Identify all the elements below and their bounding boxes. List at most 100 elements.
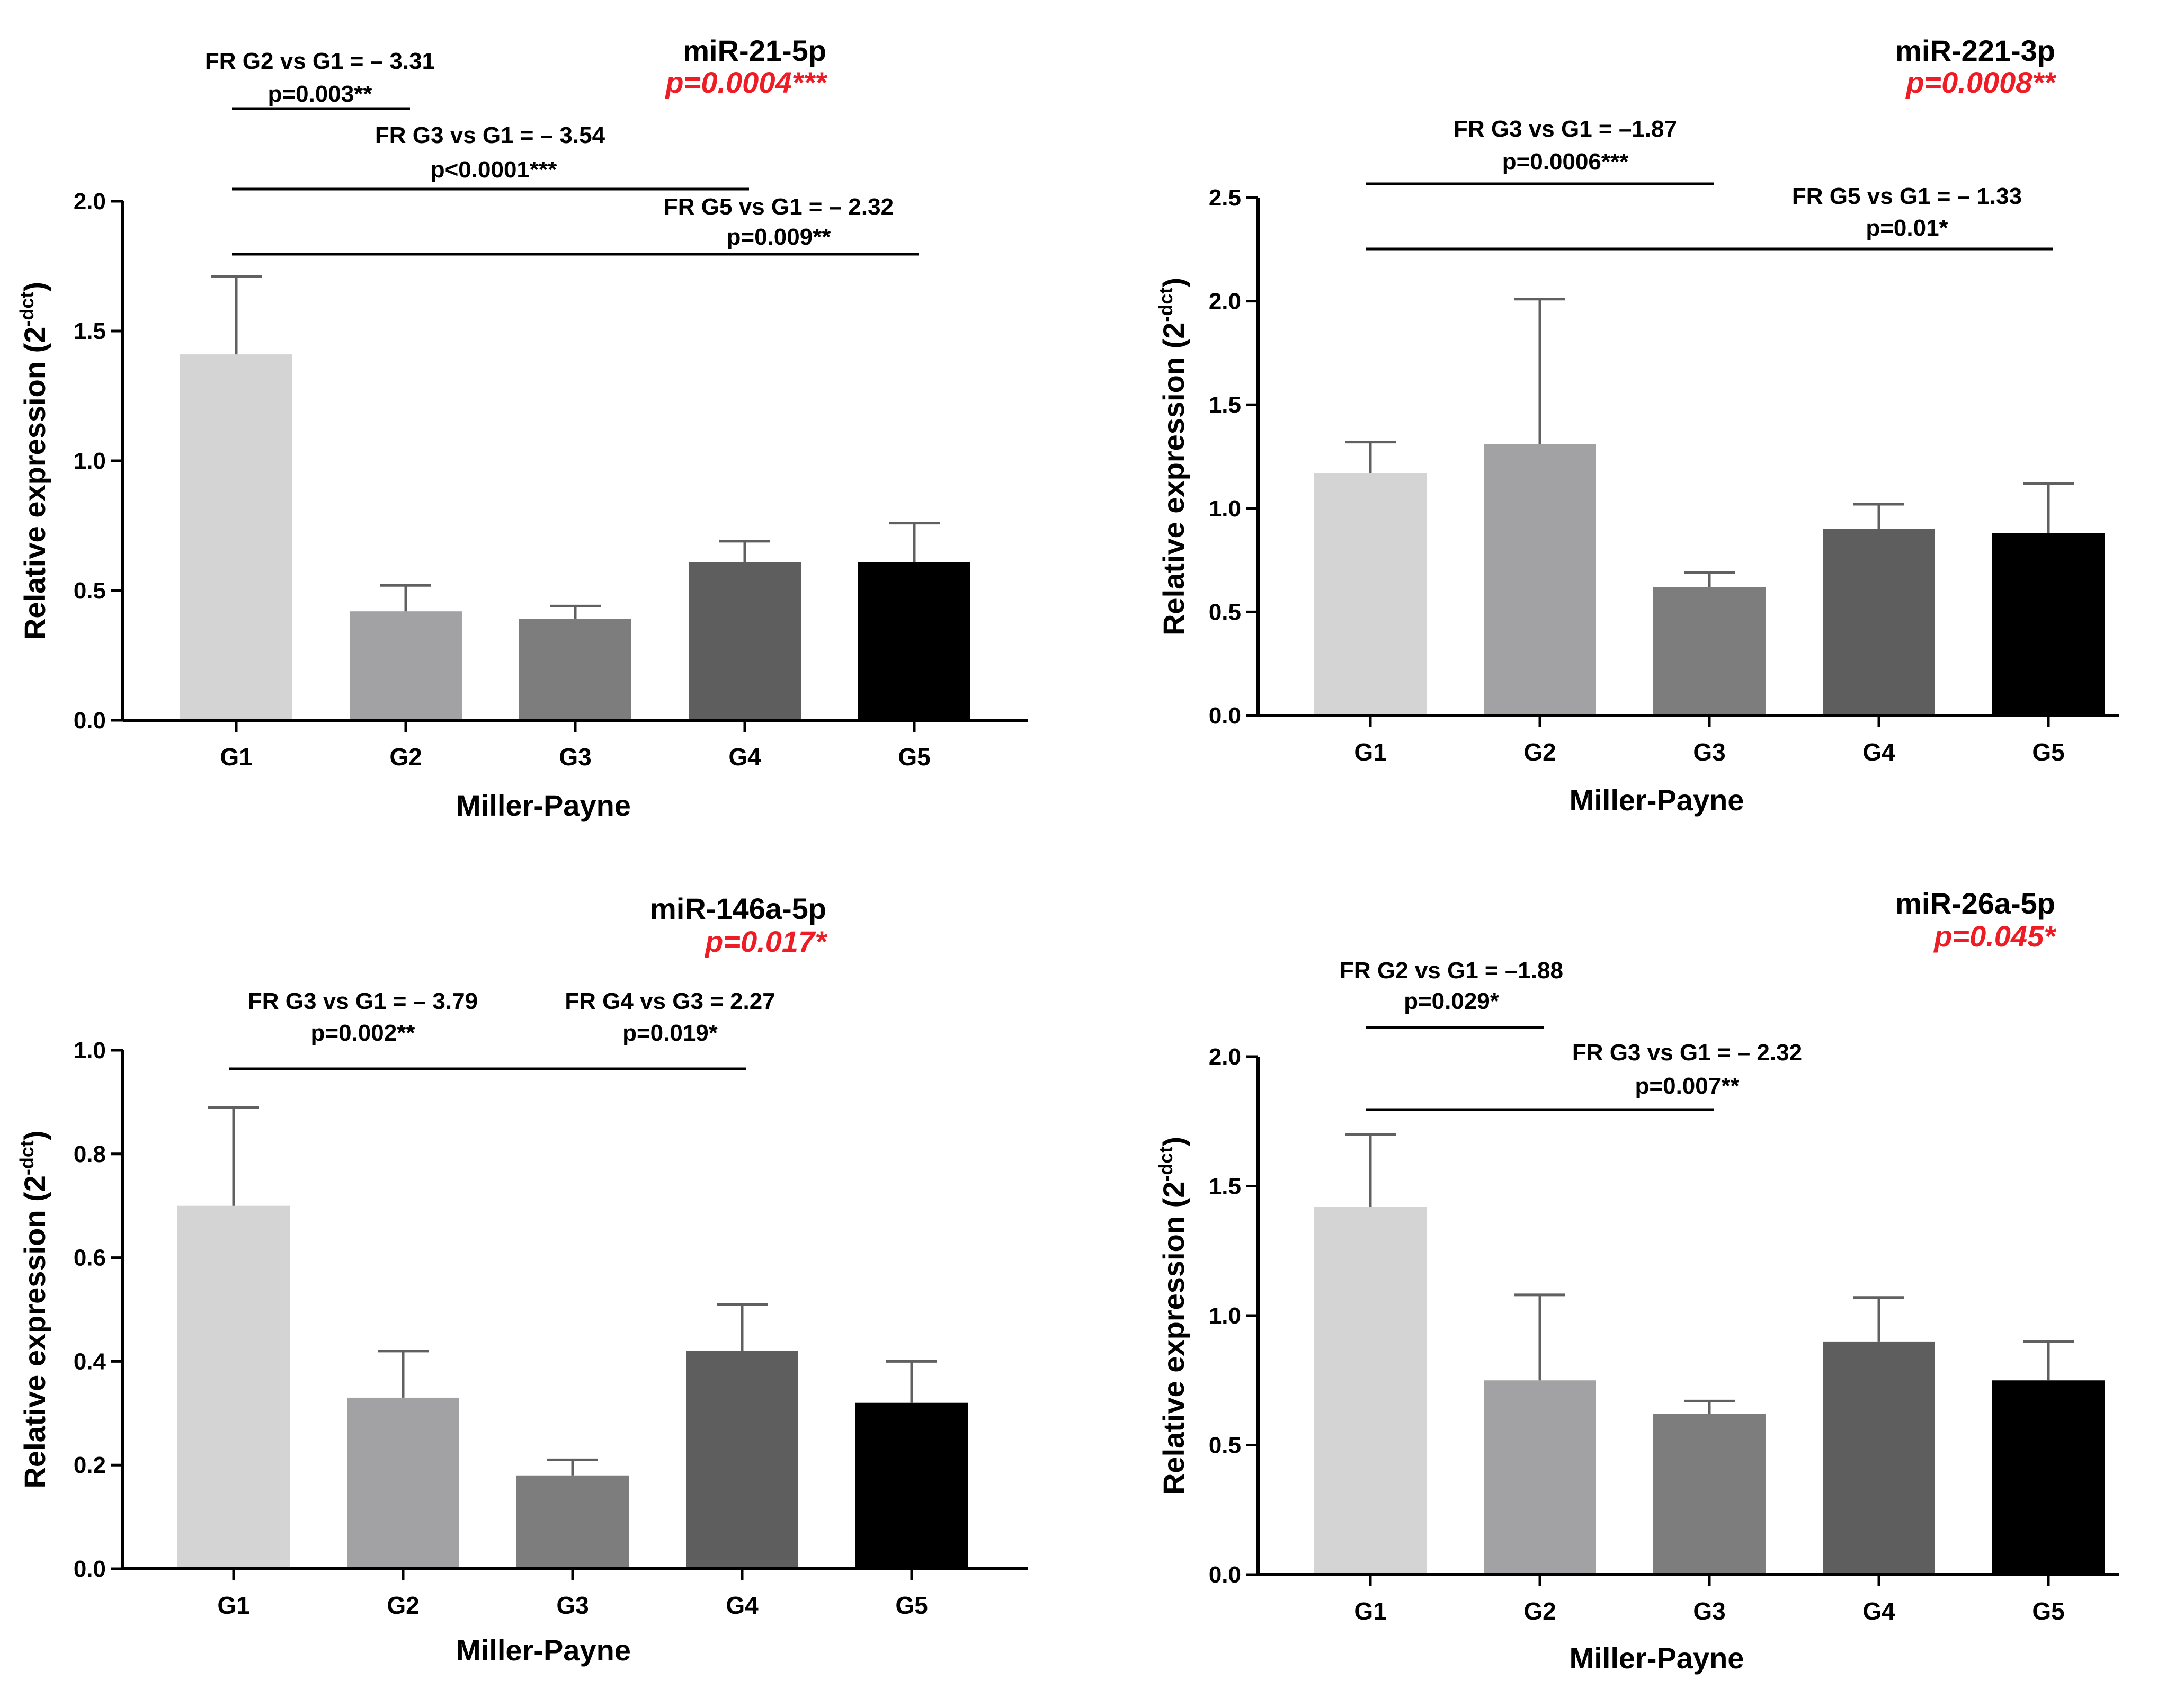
chart-title: miR-221-3p xyxy=(1895,34,2055,67)
x-tick-label: G5 xyxy=(2032,738,2064,766)
y-axis-label-main: Relative expression (2 xyxy=(18,327,51,640)
x-axis-label: Miller-Payne xyxy=(456,789,631,822)
chart-panel: 0.0 0.5 1.0 1.5 2.0 G1 G2 G3 G4 G5 Miller-Payne Rel… xyxy=(1155,887,2119,1675)
y-axis-label: Relative expression (2-dct) xyxy=(16,1130,51,1488)
comparison-label: FR G5 vs G1 = – 2.32 xyxy=(664,194,894,220)
comparison-p-value: p=0.029* xyxy=(1404,988,1500,1014)
y-axis-label-superscript: -dct xyxy=(1155,288,1176,323)
y-axis-label-superscript: -dct xyxy=(16,1140,38,1175)
x-tick-label: G3 xyxy=(1693,1597,1725,1625)
bar-g1 xyxy=(1314,1207,1427,1575)
y-tick-label: 0.6 xyxy=(74,1245,106,1271)
bar-g2 xyxy=(1484,1380,1596,1575)
y-axis-label-main: Relative expression (2 xyxy=(1157,1182,1190,1495)
y-tick-label: 1.0 xyxy=(1209,1303,1241,1329)
comparison-p-value: p=0.0006*** xyxy=(1502,149,1629,175)
comparison-p-value: p=0.019* xyxy=(622,1020,718,1046)
bar-g4 xyxy=(686,1351,798,1569)
bar-g4 xyxy=(1823,529,1935,716)
bar-g2 xyxy=(350,611,462,720)
chart-panel: 0.0 0.5 1.0 1.5 2.0 G1 G2 G3 G4 G5 Miller-Payne Rel… xyxy=(16,34,1028,822)
bar-g3 xyxy=(519,619,631,720)
comparison-label: FR G3 vs G1 = – 3.54 xyxy=(375,122,605,148)
y-tick-label: 0.0 xyxy=(1209,1562,1241,1588)
y-axis-label-superscript: -dct xyxy=(1155,1147,1176,1182)
y-axis-label-end: ) xyxy=(1157,278,1190,288)
chart-panel: 0.0 0.2 0.4 0.6 0.8 1.0 G1 G2 G3 G4 G5 Miller-Payne… xyxy=(16,892,1028,1667)
x-tick-label: G1 xyxy=(220,743,252,771)
bar-g2 xyxy=(347,1397,459,1569)
x-tick-label: G4 xyxy=(1862,1597,1895,1625)
x-tick-label: G3 xyxy=(559,743,591,771)
bar-g1 xyxy=(180,354,292,720)
bar-g1 xyxy=(1314,473,1427,716)
bar-g5 xyxy=(1992,533,2105,716)
y-axis-label-superscript: -dct xyxy=(16,292,38,327)
bar-g5 xyxy=(855,1402,968,1569)
y-tick-label: 2.0 xyxy=(1209,289,1241,315)
x-axis-label: Miller-Payne xyxy=(1570,1641,1744,1675)
y-tick-label: 0.0 xyxy=(74,1556,106,1582)
y-tick-label: 2.0 xyxy=(74,189,106,215)
x-tick-label: G3 xyxy=(556,1592,589,1619)
y-tick-label: 1.0 xyxy=(74,448,106,474)
comparison-label: FR G2 vs G1 = –1.88 xyxy=(1340,958,1563,984)
y-tick-label: 1.5 xyxy=(1209,1174,1241,1200)
overall-p-value: p=0.0004*** xyxy=(664,66,827,99)
y-tick-label: 2.0 xyxy=(1209,1044,1241,1070)
bar-g5 xyxy=(1992,1380,2105,1575)
comparison-p-value: p=0.009** xyxy=(727,224,832,250)
y-tick-label: 0.5 xyxy=(1209,1433,1241,1459)
comparison-p-value: p=0.003** xyxy=(268,81,373,107)
x-tick-label: G5 xyxy=(898,743,930,771)
chart-title: miR-21-5p xyxy=(683,34,826,67)
y-axis-label-main: Relative expression (2 xyxy=(1157,323,1190,636)
y-axis-label: Relative expression (2-dct) xyxy=(16,282,51,640)
comparison-p-value: p=0.002** xyxy=(311,1020,416,1046)
x-tick-label: G1 xyxy=(1354,1597,1386,1625)
bar-g3 xyxy=(1653,1414,1766,1575)
overall-p-value: p=0.045* xyxy=(1933,919,2056,953)
x-tick-label: G5 xyxy=(895,1592,928,1619)
x-tick-label: G4 xyxy=(728,743,761,771)
comparison-label: FR G3 vs G1 = – 3.79 xyxy=(248,988,478,1014)
y-axis-label: Relative expression (2-dct) xyxy=(1155,1137,1190,1495)
x-tick-label: G2 xyxy=(1523,738,1556,766)
bar-g3 xyxy=(1653,587,1766,716)
chart-title: miR-146a-5p xyxy=(650,892,826,925)
x-tick-label: G2 xyxy=(387,1592,419,1619)
y-axis-label: Relative expression (2-dct) xyxy=(1155,278,1190,636)
y-tick-label: 0.5 xyxy=(1209,599,1241,625)
comparison-label: FR G2 vs G1 = – 3.31 xyxy=(205,48,435,74)
bar-g4 xyxy=(689,562,801,720)
y-tick-label: 1.0 xyxy=(1209,496,1241,522)
comparison-label: FR G3 vs G1 = – 2.32 xyxy=(1572,1040,1802,1066)
y-axis-label-end: ) xyxy=(18,1130,51,1140)
x-tick-label: G5 xyxy=(2032,1597,2064,1625)
y-tick-label: 0.0 xyxy=(74,708,106,734)
x-tick-label: G2 xyxy=(389,743,422,771)
x-tick-label: G1 xyxy=(217,1592,249,1619)
x-tick-label: G2 xyxy=(1523,1597,1556,1625)
comparison-p-value: p<0.0001*** xyxy=(431,157,557,183)
y-tick-label: 0.2 xyxy=(74,1452,106,1478)
comparison-label: FR G5 vs G1 = – 1.33 xyxy=(1792,183,2022,209)
x-tick-label: G1 xyxy=(1354,738,1386,766)
y-tick-label: 0.8 xyxy=(74,1141,106,1167)
y-axis-label-end: ) xyxy=(1157,1137,1190,1147)
x-tick-label: G3 xyxy=(1693,738,1725,766)
x-tick-label: G4 xyxy=(726,1592,759,1619)
overall-p-value: p=0.0008** xyxy=(1905,66,2056,99)
x-axis-label: Miller-Payne xyxy=(456,1633,631,1667)
bar-g2 xyxy=(1484,444,1596,716)
y-tick-label: 1.0 xyxy=(74,1038,106,1064)
y-tick-label: 0.0 xyxy=(1209,703,1241,729)
y-tick-label: 2.5 xyxy=(1209,185,1241,211)
y-axis-label-end: ) xyxy=(18,282,51,292)
y-tick-label: 1.5 xyxy=(74,318,106,344)
y-tick-label: 0.4 xyxy=(74,1348,106,1374)
bar-g1 xyxy=(177,1205,290,1569)
bar-g3 xyxy=(516,1475,629,1569)
y-axis-label-main: Relative expression (2 xyxy=(18,1175,51,1488)
